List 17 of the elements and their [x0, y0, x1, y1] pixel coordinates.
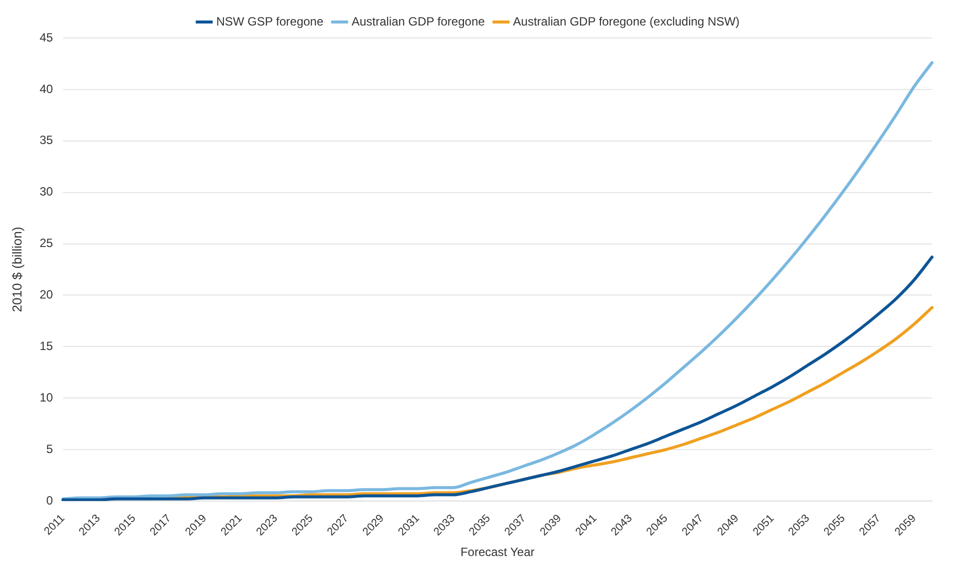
line-series — [61, 61, 934, 500]
y-tick-label: 25 — [40, 236, 54, 250]
y-tick-label: 35 — [40, 133, 54, 148]
y-tick-label: 40 — [40, 82, 54, 96]
legend-label: Australian GDP foregone (excluding NSW) — [513, 14, 740, 28]
line-series — [61, 256, 934, 501]
y-tick-label: 0 — [46, 493, 54, 508]
legend-label: Australian GDP foregone — [352, 14, 486, 28]
y-tick-label: 45 — [40, 30, 54, 44]
legend-label: NSW GSP foregone — [216, 14, 324, 28]
y-tick-label: 30 — [40, 184, 54, 199]
y-tick-label: 15 — [40, 338, 54, 353]
y-tick-label: 20 — [40, 288, 54, 302]
y-tick-label: 10 — [40, 390, 54, 404]
x-axis-title: Forecast Year — [460, 545, 534, 560]
y-tick-label: 5 — [46, 442, 54, 456]
y-axis-title: 2010 $ (billion) — [9, 226, 24, 312]
